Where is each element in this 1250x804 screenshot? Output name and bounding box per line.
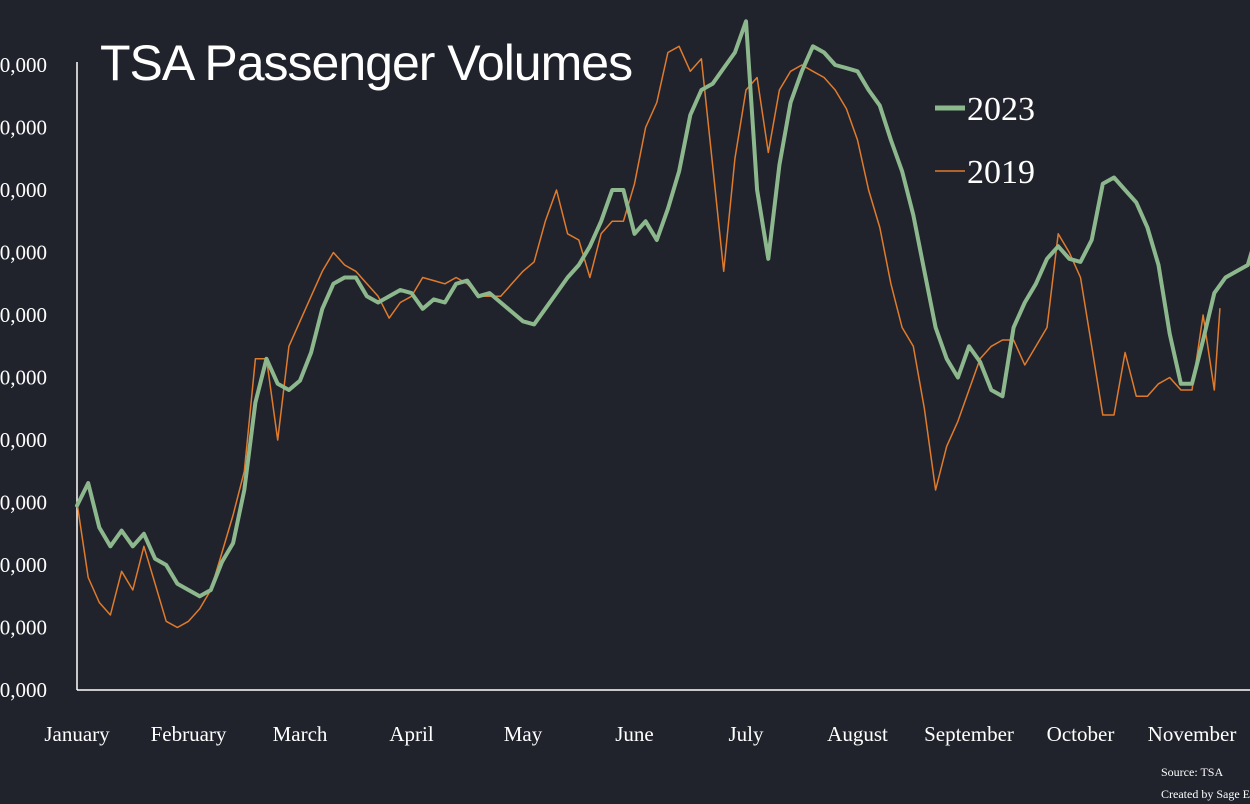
y-tick-label: 0,000 xyxy=(0,303,47,327)
x-tick-label: March xyxy=(273,722,328,746)
y-axis-ticks: 0,000 0,000 0,000 0,000 0,000 0,000 0,000 0,000… xyxy=(0,53,47,702)
chart-title: TSA Passenger Volumes xyxy=(100,35,632,91)
y-tick-label: 0,000 xyxy=(0,428,47,452)
y-tick-label: 0,000 xyxy=(0,53,47,77)
legend-label-2019: 2019 xyxy=(967,154,1035,191)
y-tick-label: 0,000 xyxy=(0,491,47,515)
x-tick-label: April xyxy=(389,722,433,746)
y-tick-label: 0,000 xyxy=(0,116,47,140)
series-line-2019 xyxy=(76,45,1221,629)
y-tick-label: 0,000 xyxy=(0,616,47,640)
x-tick-label: November xyxy=(1148,722,1237,746)
x-tick-label: June xyxy=(615,722,654,746)
x-tick-label: August xyxy=(827,722,888,746)
x-tick-label: January xyxy=(44,722,110,746)
source-note: Source: TSA xyxy=(1161,765,1223,779)
series-layer xyxy=(75,19,1250,629)
y-tick-label: 0,000 xyxy=(0,366,47,390)
x-tick-label: October xyxy=(1047,722,1115,746)
legend-label-2023: 2023 xyxy=(967,91,1035,128)
x-tick-label: July xyxy=(728,722,764,746)
legend: 2023 2019 xyxy=(935,91,1035,191)
series-line-2023 xyxy=(75,19,1250,599)
credit-note: Created by Sage Ec xyxy=(1161,787,1250,801)
x-tick-label: February xyxy=(151,722,227,746)
y-tick-label: 0,000 xyxy=(0,178,47,202)
y-tick-label: 0,000 xyxy=(0,241,47,265)
x-tick-label: September xyxy=(924,722,1014,746)
x-tick-label: May xyxy=(504,722,543,746)
x-axis-ticks: January February March April May June July Augu… xyxy=(44,722,1237,746)
y-tick-label: 0,000 xyxy=(0,678,47,702)
y-tick-label: 0,000 xyxy=(0,553,47,577)
